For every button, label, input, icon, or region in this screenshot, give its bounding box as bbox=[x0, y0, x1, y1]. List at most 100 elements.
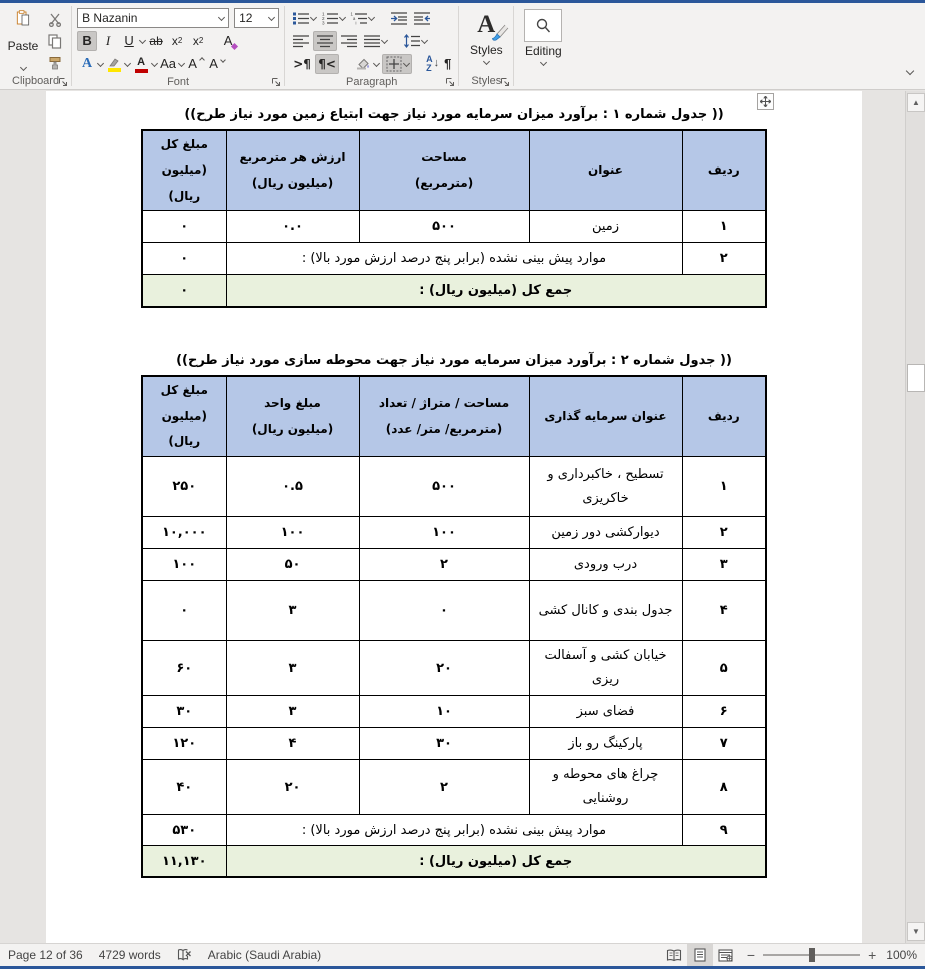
scroll-down-button[interactable]: ▼ bbox=[907, 922, 925, 941]
cell-onvan[interactable]: درب ورودی bbox=[528, 548, 683, 582]
header-area[interactable]: مساحت (مترمربع) bbox=[358, 129, 530, 212]
header-total[interactable]: مبلغ کل (میلیون ریال) bbox=[141, 129, 227, 212]
font-color-button[interactable]: A bbox=[131, 54, 151, 74]
cell-radif[interactable]: ۶ bbox=[681, 695, 767, 729]
zoom-in-button[interactable]: + bbox=[868, 947, 877, 963]
cell-unit[interactable]: ۳ bbox=[225, 695, 360, 729]
cell-total[interactable]: ۰ bbox=[141, 242, 227, 276]
cell-onvan[interactable]: دیوارکشی دور زمین bbox=[528, 516, 683, 550]
sum-label-cell[interactable]: جمع کل (میلیون ریال) : bbox=[225, 274, 767, 308]
zoom-slider-thumb[interactable] bbox=[809, 948, 816, 962]
cell-area[interactable]: ۵۰۰ bbox=[358, 456, 530, 518]
rtl-text-direction-button[interactable]: ¶< bbox=[315, 53, 340, 74]
cell-onvan[interactable]: پارکینگ رو باز bbox=[528, 727, 683, 761]
cell-unit[interactable]: ۲۰ bbox=[225, 759, 360, 816]
cell-unit[interactable]: ۴ bbox=[225, 727, 360, 761]
sum-label-cell[interactable]: جمع کل (میلیون ریال) : bbox=[225, 845, 767, 878]
cell-radif[interactable]: ۹ bbox=[681, 814, 767, 847]
table-move-handle[interactable] bbox=[757, 93, 774, 110]
document-page[interactable]: (( جدول شماره ۱ : برآورد میزان سرمایه مو… bbox=[46, 91, 862, 943]
align-right-button[interactable] bbox=[338, 31, 360, 51]
language-indicator[interactable]: Arabic (Saudi Arabia) bbox=[207, 948, 322, 962]
cell-unit[interactable]: ۳ bbox=[225, 640, 360, 697]
strikethrough-button[interactable]: ab bbox=[149, 33, 163, 48]
decrease-indent-button[interactable] bbox=[388, 8, 410, 28]
cell-total[interactable]: ۴۰ bbox=[141, 759, 227, 816]
cell-total[interactable]: ۶۰ bbox=[141, 640, 227, 697]
cell-note[interactable]: موارد پیش بینی نشده (برابر پنج درصد ارزش… bbox=[225, 242, 683, 276]
cut-button[interactable] bbox=[44, 10, 66, 29]
cell-total[interactable]: ۰ bbox=[141, 210, 227, 244]
sum-value-cell[interactable]: ۰ bbox=[141, 274, 227, 308]
paragraph-dialog-launcher[interactable] bbox=[445, 77, 455, 87]
proofing-status[interactable] bbox=[169, 944, 200, 966]
font-color-chevron[interactable] bbox=[151, 59, 159, 68]
clipboard-dialog-launcher[interactable] bbox=[58, 77, 68, 87]
cell-total[interactable]: ۱۲۰ bbox=[141, 727, 227, 761]
cell-onvan[interactable]: جدول بندی و کانال کشی bbox=[528, 580, 683, 642]
highlight-chevron[interactable] bbox=[124, 59, 132, 68]
text-effects-button[interactable]: A bbox=[82, 55, 93, 71]
cell-area[interactable]: ۲ bbox=[358, 548, 530, 582]
cell-area[interactable]: ۲۰ bbox=[358, 640, 530, 697]
scrollbar-thumb[interactable] bbox=[907, 364, 925, 392]
line-spacing-button[interactable] bbox=[401, 31, 429, 51]
cell-unit[interactable]: ۰.۰ bbox=[225, 210, 360, 244]
borders-button[interactable] bbox=[382, 53, 413, 74]
change-case-button[interactable]: Aa bbox=[160, 56, 177, 71]
page-indicator[interactable]: Page 12 of 36 bbox=[8, 948, 83, 962]
zoom-slider[interactable] bbox=[763, 948, 861, 962]
read-mode-button[interactable] bbox=[661, 944, 687, 966]
cell-total[interactable]: ۲۵۰ bbox=[141, 456, 227, 518]
cell-total[interactable]: ۵۳۰ bbox=[141, 814, 227, 847]
cell-onvan[interactable]: تسطیح ، خاکبرداری و خاکریزی bbox=[528, 456, 683, 518]
vertical-scrollbar[interactable]: ▲ ▼ bbox=[905, 91, 925, 943]
underline-chevron[interactable] bbox=[139, 36, 147, 45]
header-unit-value[interactable]: مبلغ واحد (میلیون ریال) bbox=[225, 375, 360, 458]
text-effects-chevron[interactable] bbox=[97, 59, 105, 68]
cell-radif[interactable]: ۳ bbox=[681, 548, 767, 582]
underline-button[interactable]: U bbox=[124, 33, 134, 48]
cell-unit[interactable]: ۳ bbox=[225, 580, 360, 642]
print-layout-button[interactable] bbox=[686, 944, 713, 966]
font-dialog-launcher[interactable] bbox=[271, 77, 281, 87]
shading-button[interactable] bbox=[353, 54, 381, 74]
cell-onvan[interactable]: فضای سبز bbox=[528, 695, 683, 729]
paste-button[interactable]: Paste bbox=[2, 6, 44, 73]
copy-button[interactable] bbox=[44, 32, 66, 51]
cell-radif[interactable]: ۲ bbox=[681, 242, 767, 276]
editing-button[interactable]: Editing bbox=[516, 6, 570, 73]
cell-area[interactable]: ۰ bbox=[358, 580, 530, 642]
cell-unit[interactable]: ۵۰ bbox=[225, 548, 360, 582]
cell-radif[interactable]: ۲ bbox=[681, 516, 767, 550]
cell-area[interactable]: ۱۰۰ bbox=[358, 516, 530, 550]
cell-total[interactable]: ۱۰۰ bbox=[141, 548, 227, 582]
cell-radif[interactable]: ۱ bbox=[681, 210, 767, 244]
web-layout-button[interactable] bbox=[713, 944, 739, 966]
table-1-title[interactable]: (( جدول شماره ۱ : برآورد میزان سرمایه مو… bbox=[184, 107, 724, 122]
font-size-select[interactable]: 12 bbox=[234, 7, 280, 28]
styles-dialog-launcher[interactable] bbox=[500, 77, 510, 87]
header-area[interactable]: مساحت / متراژ / تعداد (مترمربع/ متر/ عدد) bbox=[358, 375, 530, 458]
cell-radif[interactable]: ۴ bbox=[681, 580, 767, 642]
word-count[interactable]: 4729 words bbox=[98, 948, 161, 962]
header-total[interactable]: مبلغ کل (میلیون ریال) bbox=[141, 375, 227, 458]
change-case-chevron[interactable] bbox=[178, 59, 186, 68]
bullets-button[interactable] bbox=[290, 8, 318, 28]
header-onvan[interactable]: عنوان سرمایه گذاری bbox=[528, 375, 683, 458]
zoom-level[interactable]: 100% bbox=[886, 948, 917, 962]
italic-button[interactable]: I bbox=[105, 32, 111, 48]
align-center-button[interactable] bbox=[313, 30, 338, 51]
bold-button[interactable]: B bbox=[77, 30, 98, 51]
cell-area[interactable]: ۵۰۰ bbox=[358, 210, 530, 244]
cell-unit[interactable]: ۰.۵ bbox=[225, 456, 360, 518]
cell-total[interactable]: ۳۰ bbox=[141, 695, 227, 729]
increase-indent-button[interactable] bbox=[411, 8, 433, 28]
cell-note[interactable]: موارد پیش بینی نشده (برابر پنج درصد ارزش… bbox=[225, 814, 683, 847]
font-name-select[interactable]: B Nazanin bbox=[77, 7, 230, 28]
header-onvan[interactable]: عنوان bbox=[528, 129, 683, 212]
